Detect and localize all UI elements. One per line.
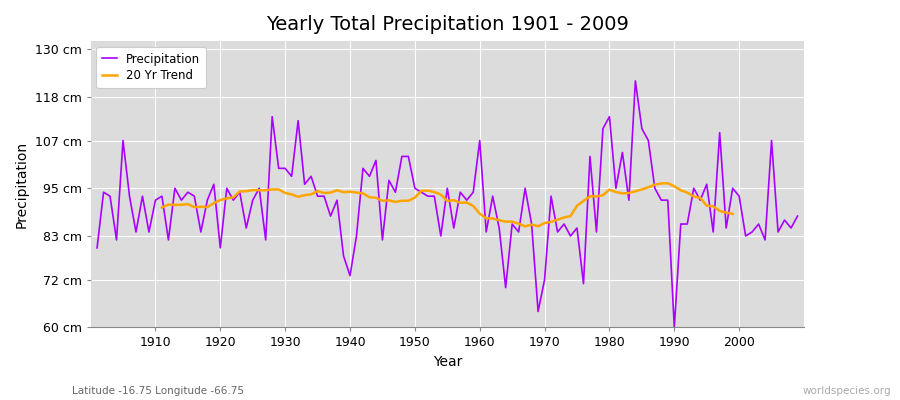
20 Yr Trend bbox=[727, 212, 738, 216]
Precipitation bbox=[92, 246, 103, 250]
Precipitation bbox=[144, 230, 155, 234]
20 Yr Trend bbox=[274, 187, 284, 192]
Title: Yearly Total Precipitation 1901 - 2009: Yearly Total Precipitation 1901 - 2009 bbox=[266, 15, 629, 34]
Line: Precipitation: Precipitation bbox=[97, 81, 797, 328]
Legend: Precipitation, 20 Yr Trend: Precipitation, 20 Yr Trend bbox=[96, 47, 206, 88]
Line: 20 Yr Trend: 20 Yr Trend bbox=[162, 183, 733, 226]
Precipitation bbox=[669, 325, 680, 330]
Precipitation bbox=[792, 214, 803, 218]
20 Yr Trend bbox=[228, 195, 238, 200]
20 Yr Trend bbox=[675, 188, 686, 193]
20 Yr Trend bbox=[377, 198, 388, 203]
Precipitation bbox=[474, 138, 485, 143]
20 Yr Trend bbox=[662, 181, 673, 186]
Text: Latitude -16.75 Longitude -66.75: Latitude -16.75 Longitude -66.75 bbox=[72, 386, 244, 396]
X-axis label: Year: Year bbox=[433, 355, 462, 369]
20 Yr Trend bbox=[448, 198, 459, 202]
20 Yr Trend bbox=[519, 224, 530, 229]
Precipitation bbox=[286, 174, 297, 179]
Precipitation bbox=[552, 230, 562, 234]
Precipitation bbox=[468, 190, 479, 195]
20 Yr Trend bbox=[157, 205, 167, 210]
Precipitation bbox=[325, 214, 336, 218]
20 Yr Trend bbox=[215, 198, 226, 202]
Y-axis label: Precipitation: Precipitation bbox=[15, 141, 29, 228]
Precipitation bbox=[630, 78, 641, 83]
Text: worldspecies.org: worldspecies.org bbox=[803, 386, 891, 396]
